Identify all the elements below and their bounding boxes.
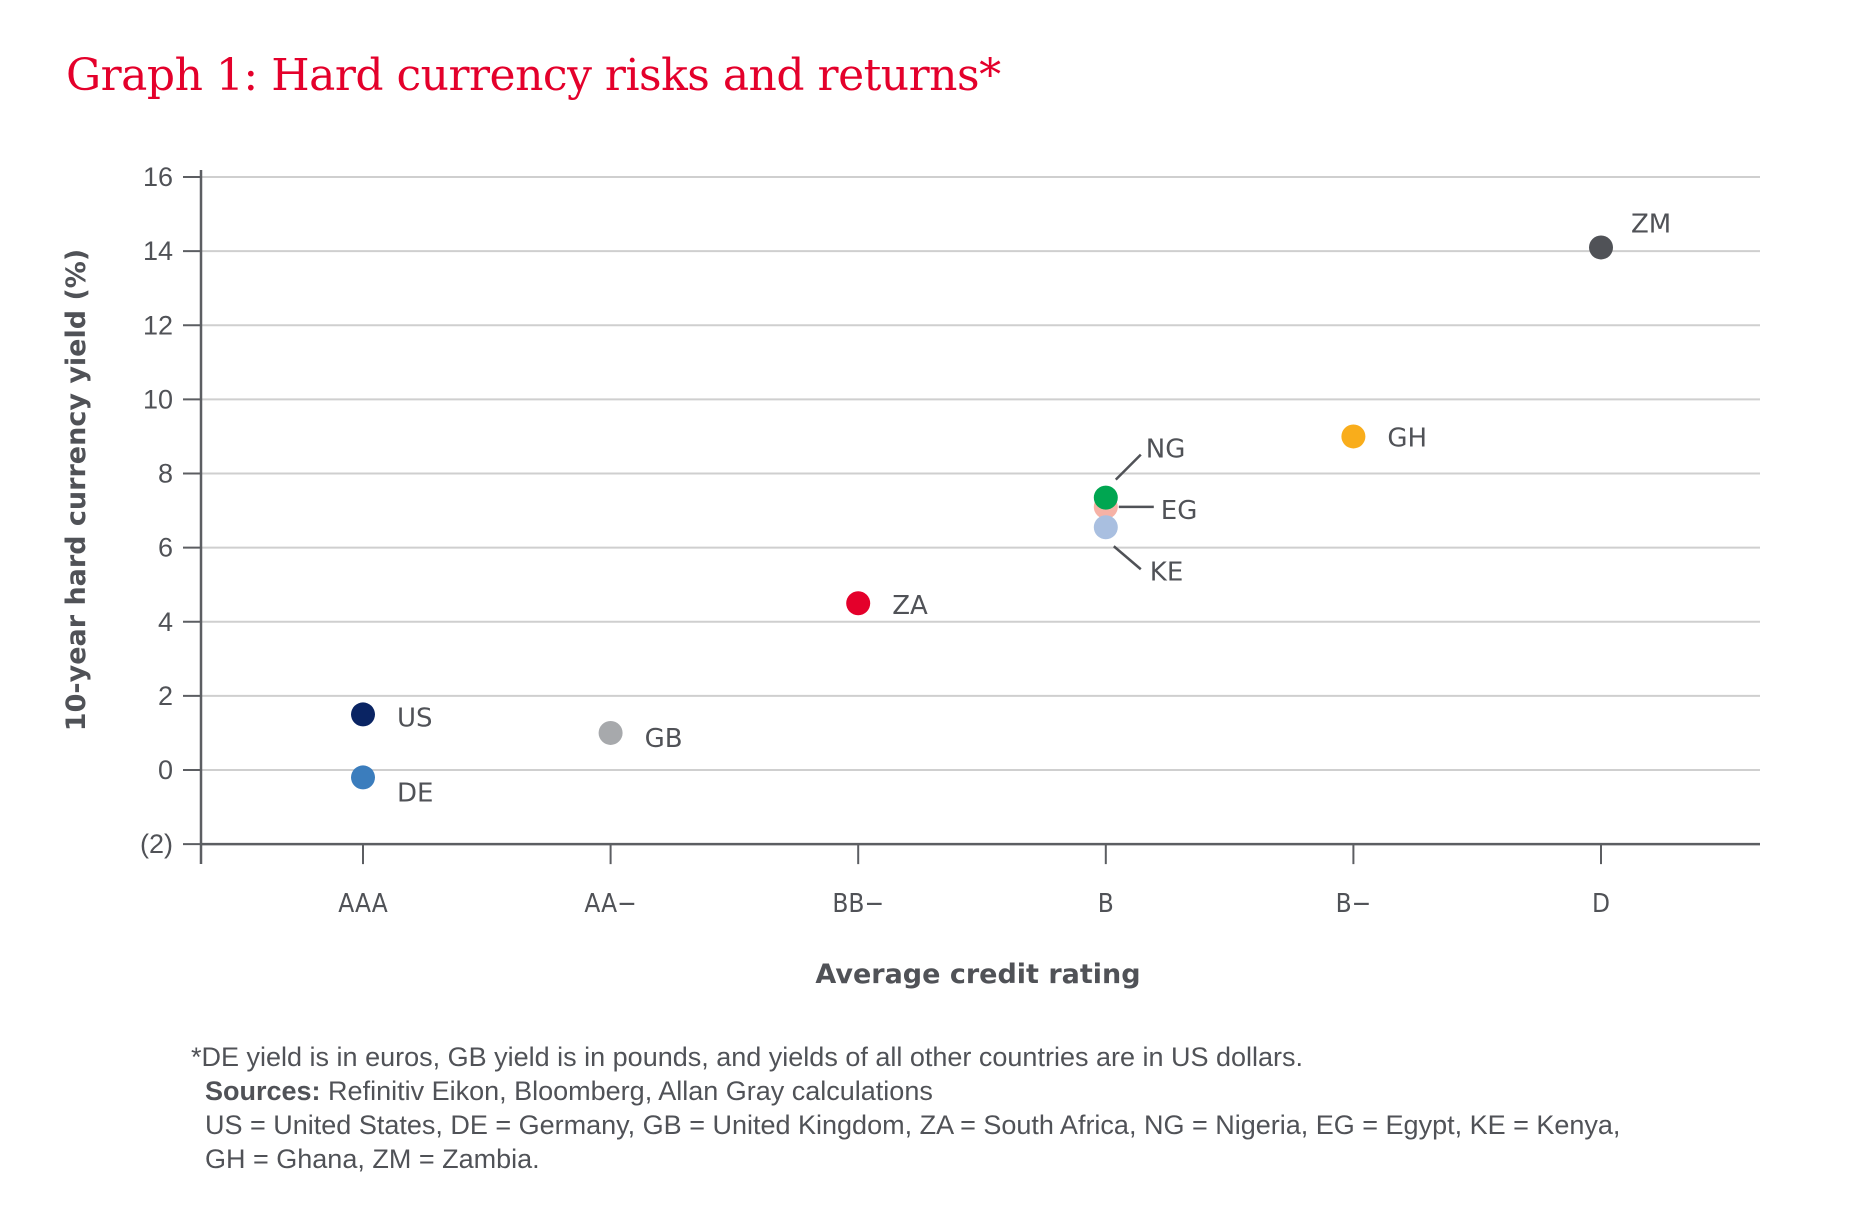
leader-line-ng <box>1114 453 1142 481</box>
point-label-us: US <box>397 703 433 733</box>
point-labels: US DE GB ZA EG NG KE GH ZM <box>397 209 1671 808</box>
data-point-ke <box>1093 515 1118 540</box>
x-axis-title: Average credit rating <box>815 959 1140 990</box>
data-points <box>351 235 1613 790</box>
data-point-za <box>846 591 871 616</box>
x-tick-label: B <box>1098 889 1114 919</box>
x-tick-label: D <box>1592 889 1610 919</box>
point-label-eg: EG <box>1161 496 1198 526</box>
y-tick-label: 4 <box>158 607 173 637</box>
y-tick-label: 12 <box>143 310 173 340</box>
footnote-sources: Sources: Refinitiv Eikon, Bloomberg, All… <box>191 1074 1620 1108</box>
x-tick-label: BB− <box>832 889 884 919</box>
y-tick-label: 16 <box>143 162 173 192</box>
data-point-gb <box>598 720 623 745</box>
chart-title: Graph 1: Hard currency risks and returns… <box>66 50 1001 101</box>
point-label-de: DE <box>397 778 433 808</box>
sources-text: Refinitiv Eikon, Bloomberg, Allan Gray c… <box>320 1076 933 1106</box>
data-point-zm <box>1589 235 1613 260</box>
y-tick-label: 8 <box>158 459 173 489</box>
point-label-za: ZA <box>892 591 928 621</box>
x-axis-ticks: AAA AA− BB− B B− D <box>338 844 1610 919</box>
y-axis-ticks: 16 14 12 10 8 6 4 2 0 (2) <box>140 162 201 859</box>
leader-lines <box>1112 453 1154 571</box>
y-tick-label: 6 <box>158 533 173 563</box>
y-tick-label: 14 <box>143 236 173 266</box>
y-tick-label: (2) <box>140 829 173 859</box>
leader-line-ke <box>1112 545 1142 571</box>
point-label-gb: GB <box>645 724 683 754</box>
point-label-zm: ZM <box>1631 209 1671 239</box>
data-point-ng <box>1093 485 1118 510</box>
x-tick-label: AAA <box>338 889 387 919</box>
data-point-de <box>351 765 375 790</box>
footnote-currency: *DE yield is in euros, GB yield is in po… <box>191 1042 1304 1072</box>
point-label-ke: KE <box>1150 557 1183 587</box>
x-tick-label: AA− <box>584 889 636 919</box>
x-tick-label: B− <box>1336 889 1372 919</box>
sources-label: Sources: <box>205 1076 321 1106</box>
footnote-abbreviations-2: GH = Ghana, ZM = Zambia. <box>205 1144 540 1174</box>
y-tick-label: 0 <box>158 755 173 785</box>
y-tick-label: 10 <box>143 384 173 414</box>
footnotes: *DE yield is in euros, GB yield is in po… <box>191 1040 1620 1176</box>
gridlines <box>201 176 1760 771</box>
axes <box>199 170 1760 864</box>
data-point-us <box>351 702 375 727</box>
footnote-abbreviations-1: US = United States, DE = Germany, GB = U… <box>205 1110 1621 1140</box>
data-point-gh <box>1341 424 1366 449</box>
y-axis-title: 10-year hard currency yield (%) <box>61 249 92 731</box>
point-label-gh: GH <box>1387 423 1427 453</box>
point-label-ng: NG <box>1146 435 1186 465</box>
y-tick-label: 2 <box>158 681 173 711</box>
